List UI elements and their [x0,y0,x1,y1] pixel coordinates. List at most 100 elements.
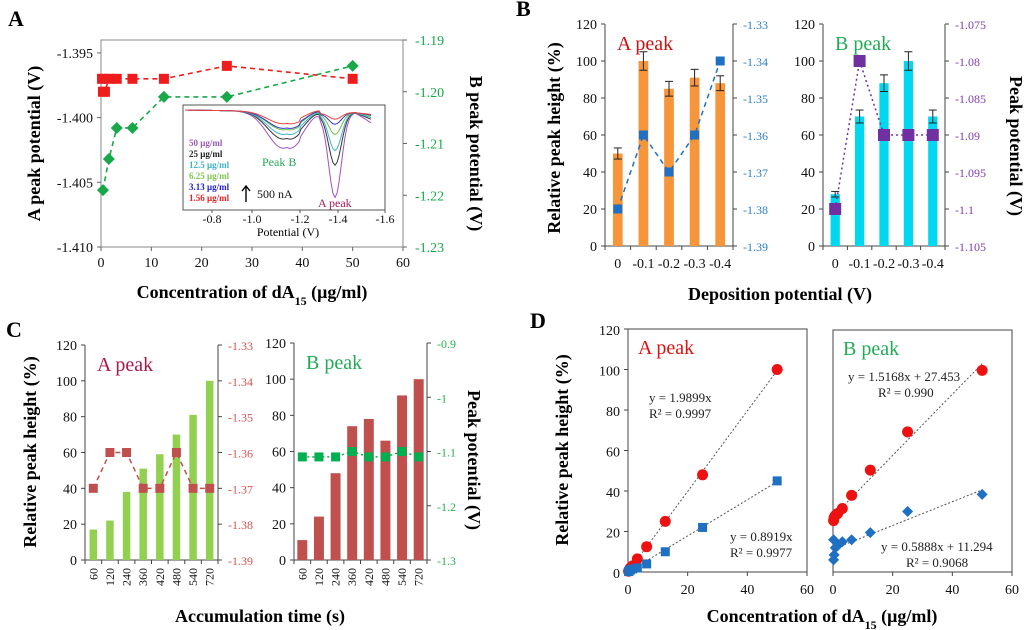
x-tick-label: 360 [345,568,359,586]
fit-r-squared: R² = 0.990 [878,385,934,400]
inset-x-tick-label: -1.4 [329,212,348,226]
y-tick-label-right: -1.34 [228,375,253,389]
data-point-square [397,447,407,456]
y-tick-label-right: -1.19 [415,34,444,49]
scale-label: 500 nA [257,187,293,201]
x-axis-label: Accumulation time (s) [175,606,345,627]
data-point-circle [631,553,643,565]
data-point-diamond [836,536,848,548]
x-tick-label: 40 [945,583,959,598]
data-point-square [99,86,110,97]
panel-label-c: C [6,317,22,342]
panel-c-a: 0 20 40 60 80 100 120 -1.33 -1.34 -1.35 -1.36 -1.37… [6,317,253,586]
x-tick-label: 360 [136,568,150,586]
bar [397,395,408,560]
y-tick-label-right: -1.085 [955,92,986,106]
y-tick-label-left: 20 [583,203,597,218]
y-tick-label: 60 [606,446,620,461]
data-point-square [715,56,725,66]
fit-equation: y = 0.8919x [730,529,793,544]
inset-legend-item: 25 μg/ml [189,149,223,159]
data-point-square [111,73,122,84]
y-tick-label-left: 120 [576,18,597,33]
y-tick-label-left: -1.410 [57,241,93,256]
bar [879,83,889,246]
data-point-square [347,73,358,84]
data-point-diamond [346,59,359,72]
data-point-square [221,60,232,71]
fit-r-squared: R² = 0.9977 [730,545,793,560]
data-point-diamond [110,121,123,134]
bar [928,116,938,246]
data-point-circle [846,489,858,501]
x-tick-label: 60 [1005,583,1019,598]
data-point-square [613,204,623,214]
bar [903,61,914,246]
bar [347,426,358,560]
trendline [832,489,983,550]
y-tick-label-right: -1.33 [228,339,253,353]
scale-arrow-head-icon [241,184,251,192]
data-point-square [103,73,114,84]
data-point-diamond [126,121,139,134]
y-tick-label-left: 40 [63,482,77,497]
data-point-square [138,483,148,493]
y-tick-label-right: -1.2 [437,500,456,514]
panel-title: B peak [306,352,362,374]
data-point-circle [902,426,914,438]
inset-legend-item: 6.25 μg/ml [189,171,230,181]
inset-x-tick-label: -1.2 [291,212,310,226]
y-tick-label-right: -1.09 [955,129,980,143]
y-tick-label-right: -1.35 [228,411,253,425]
x-tick-label: 480 [169,568,183,586]
data-point-square [414,452,424,462]
y-tick-label-left: 40 [801,166,815,181]
data-point-square [188,483,198,493]
peak-a-label: A peak [318,196,352,210]
series-line [834,60,933,210]
bar [638,61,649,246]
y-tick-label-left: 80 [583,92,597,107]
bar [715,83,726,246]
y-axis-label-left: Relative peak height (%) [20,356,41,547]
y-tick-label-right: -1.075 [955,18,986,32]
y-tick-label-left: 80 [63,411,77,426]
x-tick-label: 0 [98,256,105,271]
x-tick-label: 240 [329,568,343,586]
panel-label-b: B [516,0,531,21]
data-point-diamond [902,506,914,517]
x-tick-label: 0 [625,583,632,598]
x-tick-label: 40 [295,256,309,271]
data-point-square [88,483,98,493]
panel-title: A peak [97,354,153,376]
x-tick-label: 20 [195,256,209,271]
y-tick-label-right: -1.36 [743,129,768,143]
fit-r-squared: R² = 0.9997 [649,406,712,421]
data-point-square [105,448,115,457]
panel-title: B peak [843,338,899,360]
bar [313,516,324,560]
bar [172,434,181,560]
x-tick-label: 10 [144,256,158,271]
y-tick-label-right: -1.20 [415,86,444,101]
y-tick-label-left: 40 [583,166,597,181]
bar [139,468,147,560]
y-tick-label-right: -1.1 [955,203,974,217]
y-tick-label: 0 [613,567,620,582]
x-tick-label: 20 [886,583,900,598]
y-tick-label-left: 80 [801,92,815,107]
data-point-circle [697,469,709,481]
data-point-square [660,547,670,557]
inset-x-tick-label: -1.0 [243,212,262,226]
data-point-circle [864,464,876,476]
plot-frame [832,329,1013,573]
y-tick-label-left: -1.400 [57,112,93,127]
fit-equation: y = 0.5888x + 11.294 [881,539,993,554]
y-tick-label-left: 100 [576,55,597,70]
x-tick-label: 60 [800,583,814,598]
panel-title: B peak [835,33,891,55]
data-point-square [314,452,324,462]
x-tick-label: 60 [396,256,410,271]
